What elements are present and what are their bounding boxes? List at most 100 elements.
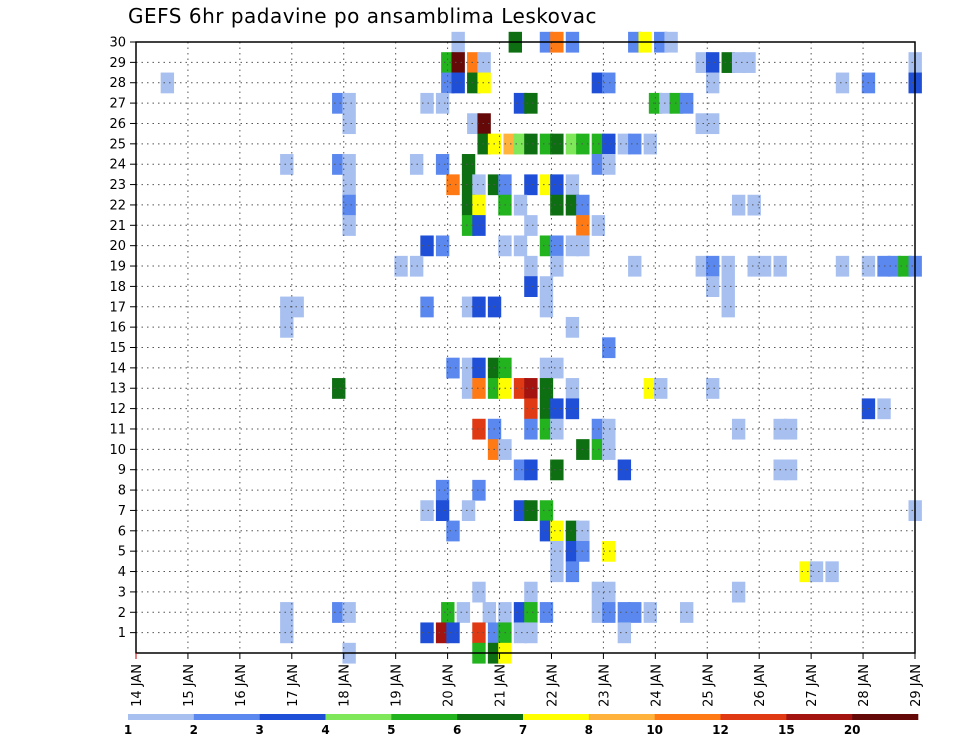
heatmap-cell [524, 418, 538, 440]
heatmap-cell [539, 296, 554, 318]
heatmap-cell [539, 174, 554, 196]
y-tick-label: 1 [118, 626, 126, 641]
heatmap-cell [461, 378, 476, 399]
heatmap-cell [461, 194, 476, 216]
heatmap-cell [747, 255, 761, 277]
colorbar-swatch [325, 714, 392, 720]
heatmap-cell [332, 92, 346, 114]
heatmap-cell [342, 215, 356, 236]
heatmap-cell [472, 418, 486, 440]
heatmap-cell [280, 154, 294, 175]
heatmap-cell [695, 52, 709, 73]
heatmap-cell [472, 357, 486, 379]
y-tick-label: 9 [118, 463, 126, 478]
heatmap-cell [461, 357, 476, 379]
heatmap-cell [472, 215, 486, 236]
colorbar-swatch [457, 714, 524, 720]
heatmap-cell [280, 316, 294, 338]
heatmap-cell [524, 133, 538, 155]
heatmap-cell [565, 520, 580, 542]
y-tick-label: 20 [109, 239, 126, 254]
x-tick-label: 21 JAN [494, 664, 509, 707]
x-tick-label: 24 JAN [649, 664, 664, 707]
heatmap-cell [435, 154, 450, 175]
heatmap-cell [731, 581, 746, 603]
y-tick-label: 5 [118, 545, 126, 560]
y-tick-label: 18 [109, 280, 126, 295]
colorbar-label: 8 [585, 723, 593, 737]
heatmap-cell [617, 622, 632, 644]
y-tick-label: 14 [109, 361, 126, 376]
y-tick-label: 30 [109, 36, 126, 51]
chart-title: GEFS 6hr padavine po ansamblima Leskovac [128, 4, 597, 28]
heatmap-cell [513, 235, 528, 257]
x-tick-label: 28 JAN [857, 664, 872, 707]
y-tick-label: 23 [109, 178, 126, 193]
heatmap-cell [617, 602, 632, 623]
colorbar: 1 2 3 4 5 6 7 8 10 12 15 20 [124, 714, 919, 737]
heatmap-cell [332, 154, 346, 175]
y-tick-label: 16 [109, 321, 126, 336]
colorbar-label: 15 [778, 723, 795, 737]
heatmap-cell [835, 72, 850, 94]
heatmap-cell [617, 459, 632, 481]
heatmap-cell [659, 92, 673, 114]
colorbar-swatch [128, 714, 195, 720]
heatmap-cell [565, 378, 580, 399]
heatmap-cell [550, 540, 564, 562]
heatmap-cell [472, 622, 486, 644]
heatmap-cell [513, 602, 528, 623]
y-tick-label: 26 [109, 117, 126, 132]
heatmap-cell [451, 72, 465, 94]
y-tick-label: 29 [109, 56, 126, 71]
x-tick-label: 23 JAN [597, 664, 612, 707]
x-tick-label: 15 JAN [182, 664, 197, 707]
heatmap-cell [539, 378, 554, 399]
heatmap-cell [524, 602, 538, 623]
x-tick-label: 25 JAN [701, 664, 716, 707]
heatmap-cell [472, 174, 486, 196]
heatmap-cell [705, 276, 720, 297]
heatmap-cell [524, 378, 538, 399]
heatmap-cell [467, 113, 481, 135]
x-tick-label: 22 JAN [545, 664, 560, 707]
colorbar-swatch [654, 714, 721, 720]
heatmap-cell [565, 316, 580, 338]
heatmap-cell [472, 581, 486, 603]
heatmap-cell [539, 520, 554, 542]
heatmap-cell [461, 154, 476, 175]
heatmap-cell [721, 276, 735, 297]
heatmap-cell [565, 540, 580, 562]
heatmap-cell [731, 194, 746, 216]
heatmap-cell [742, 52, 756, 73]
y-tick-label: 28 [109, 76, 126, 91]
heatmap-cell [695, 113, 709, 135]
heatmap-cell [420, 622, 434, 644]
colorbar-label: 10 [646, 723, 663, 737]
heatmap-cell [342, 113, 356, 135]
heatmap-cell [705, 113, 720, 135]
y-tick-label: 2 [118, 606, 126, 621]
heatmap-cell [513, 194, 528, 216]
heatmap-cell [446, 520, 460, 542]
heatmap-cell [550, 418, 564, 440]
y-tick-label: 11 [109, 422, 126, 437]
heatmap-cell [513, 459, 528, 481]
heatmap-cell [550, 561, 564, 583]
x-tick-label: 20 JAN [442, 664, 457, 707]
x-tick-label: 27 JAN [805, 664, 820, 707]
heatmap-cell [446, 174, 460, 196]
colorbar-swatch [259, 714, 326, 720]
heatmap-cell [524, 276, 538, 297]
heatmap-cell [342, 602, 356, 623]
heatmap-cell [721, 296, 735, 318]
heatmap-cell [477, 133, 491, 155]
heatmap-cell [602, 540, 616, 562]
heatmap-cell [342, 154, 356, 175]
x-tick-label: 18 JAN [338, 664, 353, 707]
heatmap-cell [565, 194, 580, 216]
heatmap-cell [705, 255, 720, 277]
heatmap-cell [342, 174, 356, 196]
heatmap-cell [550, 520, 564, 542]
